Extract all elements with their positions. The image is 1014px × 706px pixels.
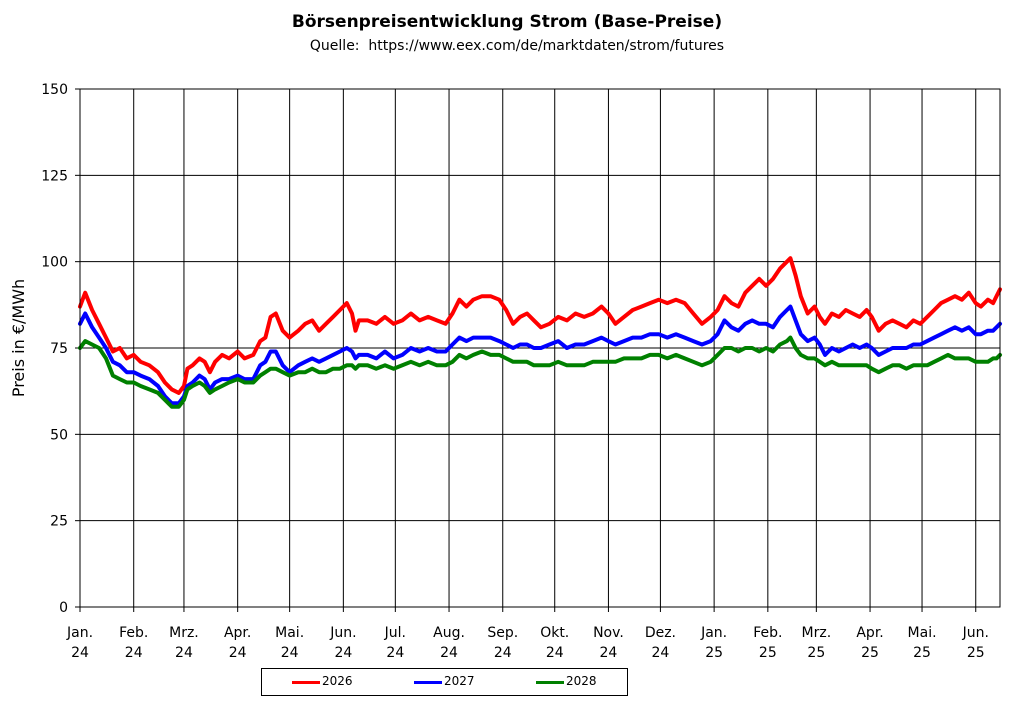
x-tick-label-year: 24 (600, 645, 618, 661)
x-tick-label-month: Jan. (66, 625, 93, 641)
x-tick-label-year: 25 (705, 645, 723, 661)
legend: 2026 2027 2028 (261, 668, 628, 696)
y-tick-label: 0 (59, 600, 68, 616)
x-tick-label-month: Nov. (593, 625, 624, 641)
x-tick-label-month: Aug. (433, 625, 465, 641)
x-tick-label-month: Dez. (645, 625, 676, 641)
x-tick-label-month: Sep. (487, 625, 518, 641)
y-axis-label: Preis in €/MWh (9, 279, 28, 397)
x-tick-label-month: Feb. (119, 625, 148, 641)
x-tick-label-year: 24 (229, 645, 247, 661)
y-tick-label: 125 (41, 168, 68, 184)
x-tick-label-month: Feb. (753, 625, 782, 641)
x-tick-label-year: 24 (334, 645, 352, 661)
legend-label-2028: 2028 (566, 674, 597, 688)
y-tick-label: 50 (50, 427, 68, 443)
x-tick-label-month: Mrz. (802, 625, 832, 641)
series-line-2026 (78, 256, 1002, 395)
legend-swatch-2026 (292, 681, 320, 684)
y-tick-label: 25 (50, 514, 68, 530)
y-tick-label: 150 (41, 82, 68, 98)
x-tick-label-year: 24 (281, 645, 299, 661)
x-tick-label-year: 24 (175, 645, 193, 661)
x-tick-label-year: 24 (125, 645, 143, 661)
legend-label-2026: 2026 (322, 674, 353, 688)
x-tick-label-month: Mai. (908, 625, 937, 641)
series-line-2027 (78, 304, 1002, 406)
x-tick-label-year: 24 (71, 645, 89, 661)
x-tick-label-month: Mai. (275, 625, 304, 641)
chart-subtitle: Quelle: https://www.eex.com/de/marktdate… (309, 38, 725, 54)
legend-label-2027: 2027 (444, 674, 475, 688)
x-tick-label-year: 25 (861, 645, 879, 661)
y-tick-label: 75 (50, 341, 68, 357)
x-tick-label-month: Jun. (329, 625, 356, 641)
x-tick-label-year: 25 (807, 645, 825, 661)
x-tick-label-year: 24 (494, 645, 512, 661)
x-tick-label-month: Jul. (384, 625, 406, 641)
chart-title: Börsenpreisentwicklung Strom (Base-Preis… (291, 12, 723, 32)
legend-swatch-2027 (414, 681, 442, 684)
x-tick-label-month: Mrz. (169, 625, 199, 641)
y-tick-label: 100 (41, 255, 68, 271)
x-tick-label-month: Apr. (224, 625, 251, 641)
x-tick-label-month: Apr. (856, 625, 883, 641)
x-tick-label-year: 24 (440, 645, 458, 661)
x-axis-ticks: Jan. 24 Feb. 24 Mrz. 24 Apr. 24 Mai. 24 Jun. 24 Jul.… (66, 607, 989, 661)
y-axis-ticks: 0 25 50 75 100 125 150 (41, 82, 80, 616)
plot-frame (79, 88, 1001, 608)
x-tick-label-year: 25 (967, 645, 985, 661)
x-tick-label-year: 24 (652, 645, 670, 661)
x-tick-label-month: Jan. (700, 625, 727, 641)
x-tick-label-year: 24 (546, 645, 564, 661)
series-line-2028 (78, 335, 1002, 409)
series-lines (78, 256, 1002, 409)
x-tick-label-year: 24 (386, 645, 404, 661)
x-tick-label-month: Jun. (962, 625, 989, 641)
legend-swatch-2028 (536, 681, 564, 684)
x-tick-label-month: Okt. (540, 625, 569, 641)
x-tick-label-year: 25 (913, 645, 931, 661)
x-tick-label-year: 25 (759, 645, 777, 661)
